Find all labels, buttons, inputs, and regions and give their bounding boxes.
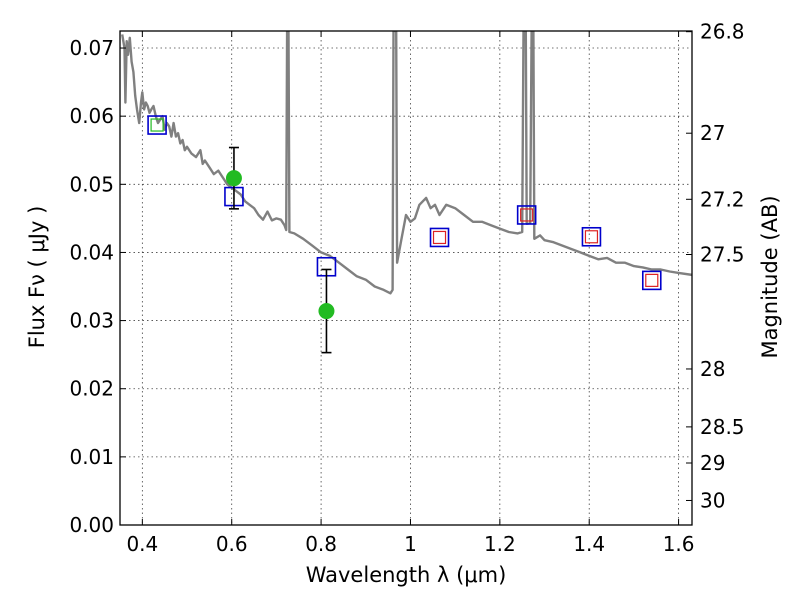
inner-square-marker [432,230,447,245]
x-tick-label: 1.4 [573,532,605,556]
x-tick-label: 1.6 [663,532,695,556]
model-photometry-square [581,226,602,247]
spectrum-line [121,31,692,295]
plot-frame [119,30,693,526]
inner-square-marker [520,208,534,222]
series-layer [121,31,692,354]
clipped-series [121,31,692,354]
x-tick-label: 0.8 [305,532,337,556]
right-tick-label: 28.5 [700,415,745,439]
model-photometry-square [147,115,167,135]
y-tick-label: 0.07 [69,36,114,60]
y-tick-label: 0.06 [69,104,114,128]
x-tick-label: 1 [404,532,417,556]
right-tick-label: 28 [700,357,725,381]
y-tick-label: 0.03 [69,309,114,333]
right-tick-label: 30 [700,488,725,512]
right-tick-label: 27.5 [700,242,745,266]
observed-point [318,303,335,320]
y-axis-title-left: Flux Fν ( μJy ) [25,206,49,349]
inner-square-marker [150,118,164,132]
x-tick-label: 0.6 [216,532,248,556]
model-photometry-square [641,270,662,291]
ticks: 0.4 0.6 0.8 1 1.2 1.4 1.6 0.00 0.01 0.02 0.03 0.04 0… [69,20,744,556]
right-tick-label: 27.2 [700,187,745,211]
y-tick-label: 0.02 [69,377,114,401]
model-photometry-square [429,227,450,248]
inner-square-marker [584,230,599,244]
grid [120,31,692,526]
right-tick-label: 26.8 [700,20,745,44]
x-tick-label: 1.2 [484,532,516,556]
model-photometry-square [516,205,537,225]
y-axis-title-right: Magnitude (AB) [758,195,782,358]
x-tick-label: 0.4 [126,532,158,556]
right-tick-label: 27 [700,121,725,145]
y-tick-label: 0.00 [69,513,114,537]
right-tick-label: 29 [700,451,725,475]
y-tick-label: 0.04 [69,240,114,264]
y-tick-label: 0.05 [69,172,114,196]
observed-point [225,170,242,187]
x-axis-title: Wavelength λ (μm) [306,563,507,587]
y-tick-label: 0.01 [69,445,114,469]
inner-square-marker [645,273,659,287]
